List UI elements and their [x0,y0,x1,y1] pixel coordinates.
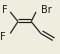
Text: F: F [2,5,8,15]
Text: F: F [0,32,6,42]
Text: Br: Br [41,5,52,15]
